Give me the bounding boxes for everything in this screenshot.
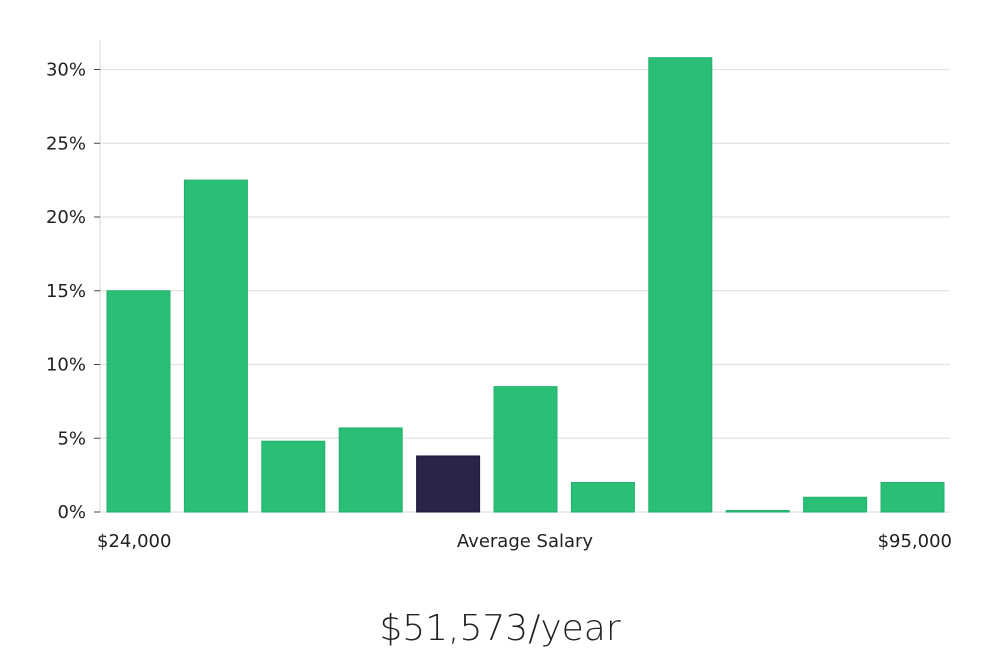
bar [338,427,403,513]
x-axis: $24,000 Average Salary $95,000 [97,531,952,552]
y-tick-label: 10% [46,355,86,376]
y-tick-label: 25% [46,133,86,154]
bar [261,440,326,513]
x-max-label: $95,000 [878,531,952,552]
bar [570,482,635,513]
y-tick-label: 30% [46,60,86,81]
bar [493,386,558,513]
bars [106,57,945,513]
x-axis-title: Average Salary [457,531,594,552]
y-tick-label: 15% [46,281,86,302]
y-tick-label: 0% [57,502,86,523]
average-salary-value: $51,573/year [379,608,621,649]
y-tick-label: 5% [57,428,86,449]
x-min-label: $24,000 [97,531,171,552]
bar [880,482,945,513]
bar [725,510,790,513]
salary-distribution-chart: 0% 5% 10% 15% 20% 25% 30% $24,000 Average Sala… [46,40,952,552]
bar [648,57,713,513]
bar-highlighted [416,455,481,513]
bar [106,290,171,513]
y-axis: 0% 5% 10% 15% 20% 25% 30% [46,40,101,523]
bar [183,179,248,513]
bar [803,496,868,513]
y-tick-label: 20% [46,207,86,228]
